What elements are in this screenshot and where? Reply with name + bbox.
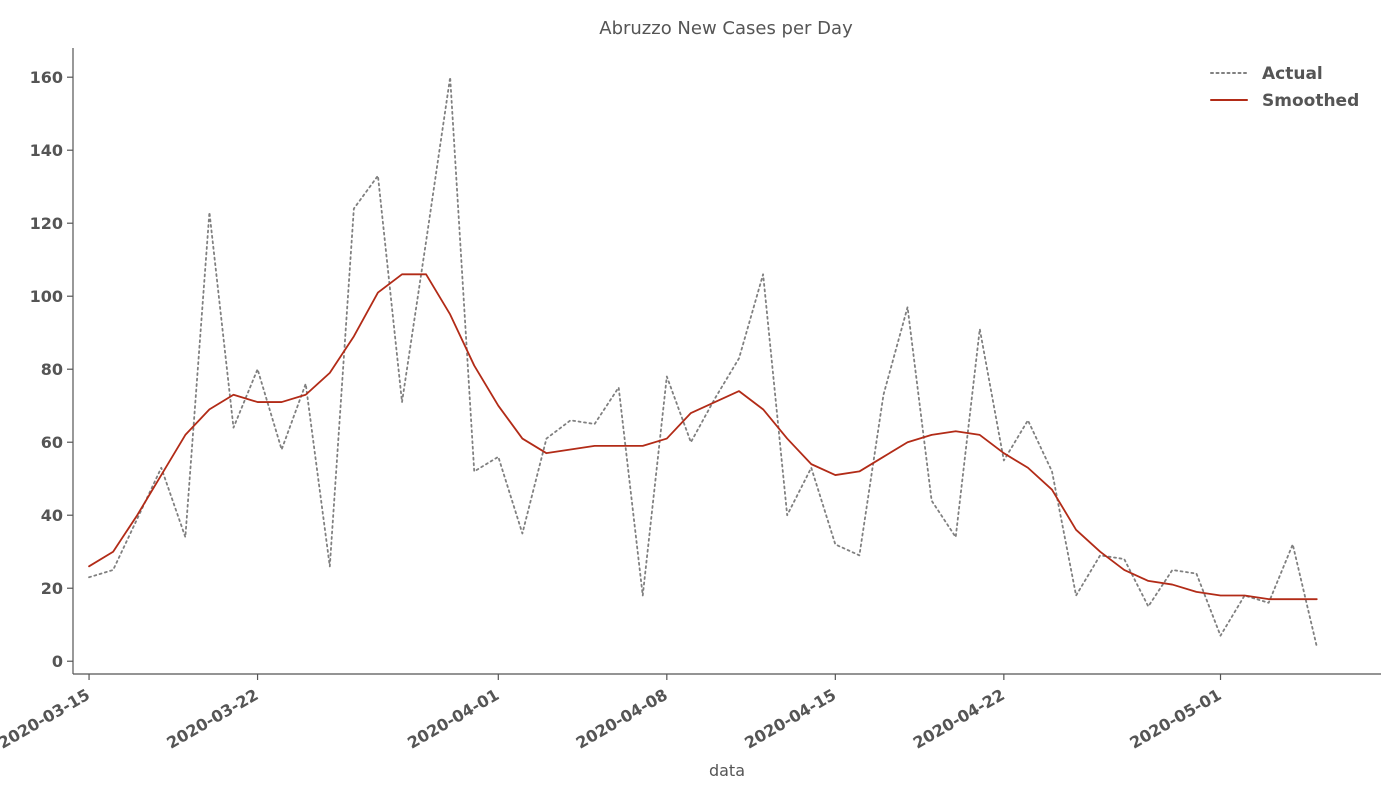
y-tick-label: 0 — [52, 652, 63, 671]
smoothed-series-line — [88, 273, 1318, 601]
y-axis: 0 20 40 60 80 100 120 140 160 — [30, 48, 74, 674]
y-tick-label: 20 — [41, 579, 63, 598]
x-axis: 2020-03-15 2020-03-22 2020-04-01 2020-04-08… — [0, 673, 1381, 753]
x-tick-label: 2020-03-22 — [163, 685, 261, 753]
legend-label-smoothed: Smoothed — [1262, 91, 1359, 111]
x-tick-label: 2020-05-01 — [1126, 685, 1224, 753]
y-tick-label: 160 — [30, 68, 63, 87]
x-tick-label: 2020-04-15 — [741, 685, 839, 753]
y-tick-label: 80 — [41, 360, 63, 379]
x-tick-label: 2020-04-22 — [910, 685, 1008, 753]
plot-area — [88, 76, 1318, 648]
y-tick-label: 100 — [30, 287, 63, 306]
y-tick-label: 60 — [41, 433, 63, 452]
x-tick-label: 2020-04-08 — [573, 685, 671, 753]
y-tick-label: 120 — [30, 214, 63, 233]
legend: Actual Smoothed — [1210, 64, 1359, 111]
x-axis-label: data — [709, 761, 745, 780]
x-tick-label: 2020-03-15 — [0, 685, 93, 753]
y-tick-label: 140 — [30, 141, 63, 160]
actual-series-line — [88, 76, 1318, 648]
x-tick-label: 2020-04-01 — [404, 685, 502, 753]
chart-title: Abruzzo New Cases per Day — [599, 18, 853, 39]
y-tick-label: 40 — [41, 506, 63, 525]
legend-label-actual: Actual — [1262, 64, 1323, 84]
